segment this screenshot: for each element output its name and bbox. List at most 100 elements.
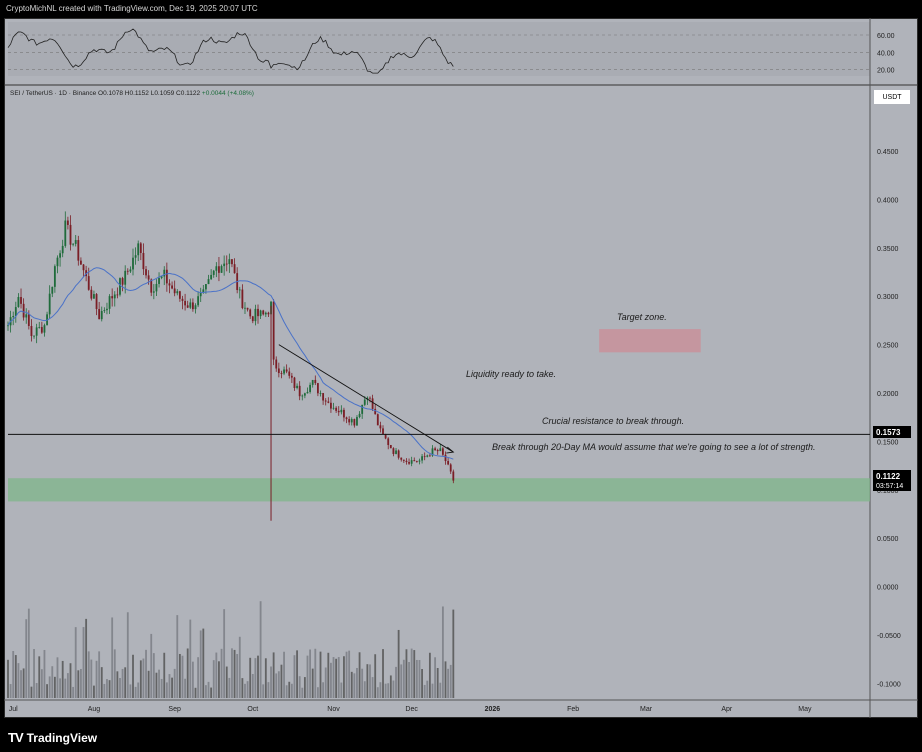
- volume-bar: [113, 649, 116, 698]
- volume-bar: [87, 651, 90, 698]
- volume-bar: [277, 671, 280, 698]
- time-tick-label: Aug: [88, 706, 101, 713]
- volume-bar: [249, 657, 252, 698]
- volume-bar: [20, 670, 22, 698]
- volume-bar: [379, 682, 382, 698]
- volume-bar: [283, 651, 285, 698]
- volume-bar: [426, 680, 429, 698]
- candle-body: [163, 269, 166, 277]
- volume-bar: [147, 670, 150, 698]
- candle-body: [238, 289, 241, 291]
- candle-body: [314, 379, 317, 384]
- volume-bar: [348, 650, 351, 698]
- downtrend-line: [278, 344, 454, 453]
- candle-body: [264, 312, 267, 315]
- volume-bar: [392, 680, 395, 698]
- candle-body: [415, 461, 418, 462]
- candle-body: [116, 294, 119, 296]
- candle-body: [14, 307, 17, 317]
- volume-bar: [77, 670, 80, 698]
- volume-bar: [366, 664, 369, 698]
- candle-body: [280, 373, 283, 374]
- candle-body: [249, 309, 252, 317]
- volume-bar: [134, 686, 137, 698]
- candle-body: [327, 401, 330, 403]
- volume-bar: [9, 684, 12, 698]
- candle-body: [152, 291, 155, 293]
- volume-bar: [319, 651, 322, 698]
- volume-bar: [288, 681, 291, 698]
- chart-frame[interactable]: [4, 18, 918, 718]
- volume-bar: [371, 677, 374, 698]
- candle-body: [51, 286, 54, 294]
- volume-bar: [119, 678, 121, 698]
- volume-bar: [178, 653, 181, 698]
- ma20-line: [7, 267, 454, 460]
- volume-bar: [343, 656, 345, 698]
- candle-body: [108, 296, 111, 309]
- volume-bar: [160, 678, 163, 698]
- price-tick-label: 0.2500: [877, 343, 899, 350]
- candle-body: [95, 294, 98, 310]
- candle-body: [77, 240, 80, 261]
- candle-body: [400, 457, 403, 460]
- volume-bar: [332, 657, 335, 698]
- candle-body: [106, 308, 108, 311]
- volume-bar: [254, 658, 257, 698]
- volume-bar: [95, 660, 98, 698]
- volume-bar: [210, 687, 213, 698]
- volume-bar: [48, 676, 51, 698]
- volume-bar: [124, 667, 127, 698]
- trendline-arrowhead: [446, 446, 455, 454]
- candle-body: [402, 459, 405, 461]
- target-zone: [599, 329, 701, 353]
- candle-body: [343, 409, 345, 418]
- candle-body: [210, 274, 213, 280]
- candle-body: [199, 292, 202, 297]
- volume-bar: [111, 617, 114, 698]
- volume-bar: [259, 601, 262, 698]
- volume-bar: [218, 661, 220, 698]
- volume-bar: [246, 681, 249, 698]
- volume-bar: [356, 667, 358, 698]
- volume-bar: [215, 652, 218, 698]
- candle-body: [30, 325, 33, 337]
- volume-bar: [98, 651, 101, 698]
- volume-bar: [439, 682, 442, 698]
- volume-bar: [447, 668, 450, 698]
- candle-body: [369, 397, 371, 399]
- price-tick-label: 0.1000: [877, 488, 899, 495]
- volume-bar: [121, 668, 124, 698]
- footer-bar: TV TradingView: [0, 722, 922, 752]
- volume-bar: [428, 652, 431, 698]
- candle-body: [303, 393, 306, 396]
- rsi-line: [7, 28, 454, 74]
- tradingview-logo[interactable]: TV TradingView: [8, 730, 97, 745]
- volume-bar: [199, 630, 202, 698]
- chart-svg[interactable]: 60.00 40.00 20.00 0.4500 0.4000 0.3500 0.3000…: [0, 0, 922, 722]
- candle-body: [322, 393, 325, 401]
- volume-bar: [345, 651, 348, 698]
- volume-bar: [66, 673, 69, 698]
- candle-body: [434, 448, 437, 450]
- volume-bar: [275, 673, 278, 698]
- volume-bar: [280, 664, 283, 698]
- volume-bar: [387, 683, 390, 698]
- candle-body: [382, 428, 384, 434]
- candle-body: [449, 464, 452, 472]
- volume-bar: [410, 648, 413, 698]
- volume-bar: [228, 677, 231, 698]
- ohlc-change: +0.0044 (+4.08%): [201, 90, 254, 97]
- candle-body: [426, 455, 429, 457]
- volume-bar: [301, 687, 304, 698]
- candle-body: [158, 277, 160, 284]
- rsi-tick-label: 60.00: [877, 33, 895, 40]
- candle-body: [447, 461, 450, 465]
- volume-bar: [335, 658, 338, 698]
- volume-bar: [272, 652, 275, 698]
- currency-unit[interactable]: USDT: [874, 90, 910, 104]
- candle-body: [100, 311, 103, 320]
- candle-body: [379, 425, 382, 429]
- volume-bar: [384, 683, 387, 698]
- volume-bar: [314, 648, 317, 698]
